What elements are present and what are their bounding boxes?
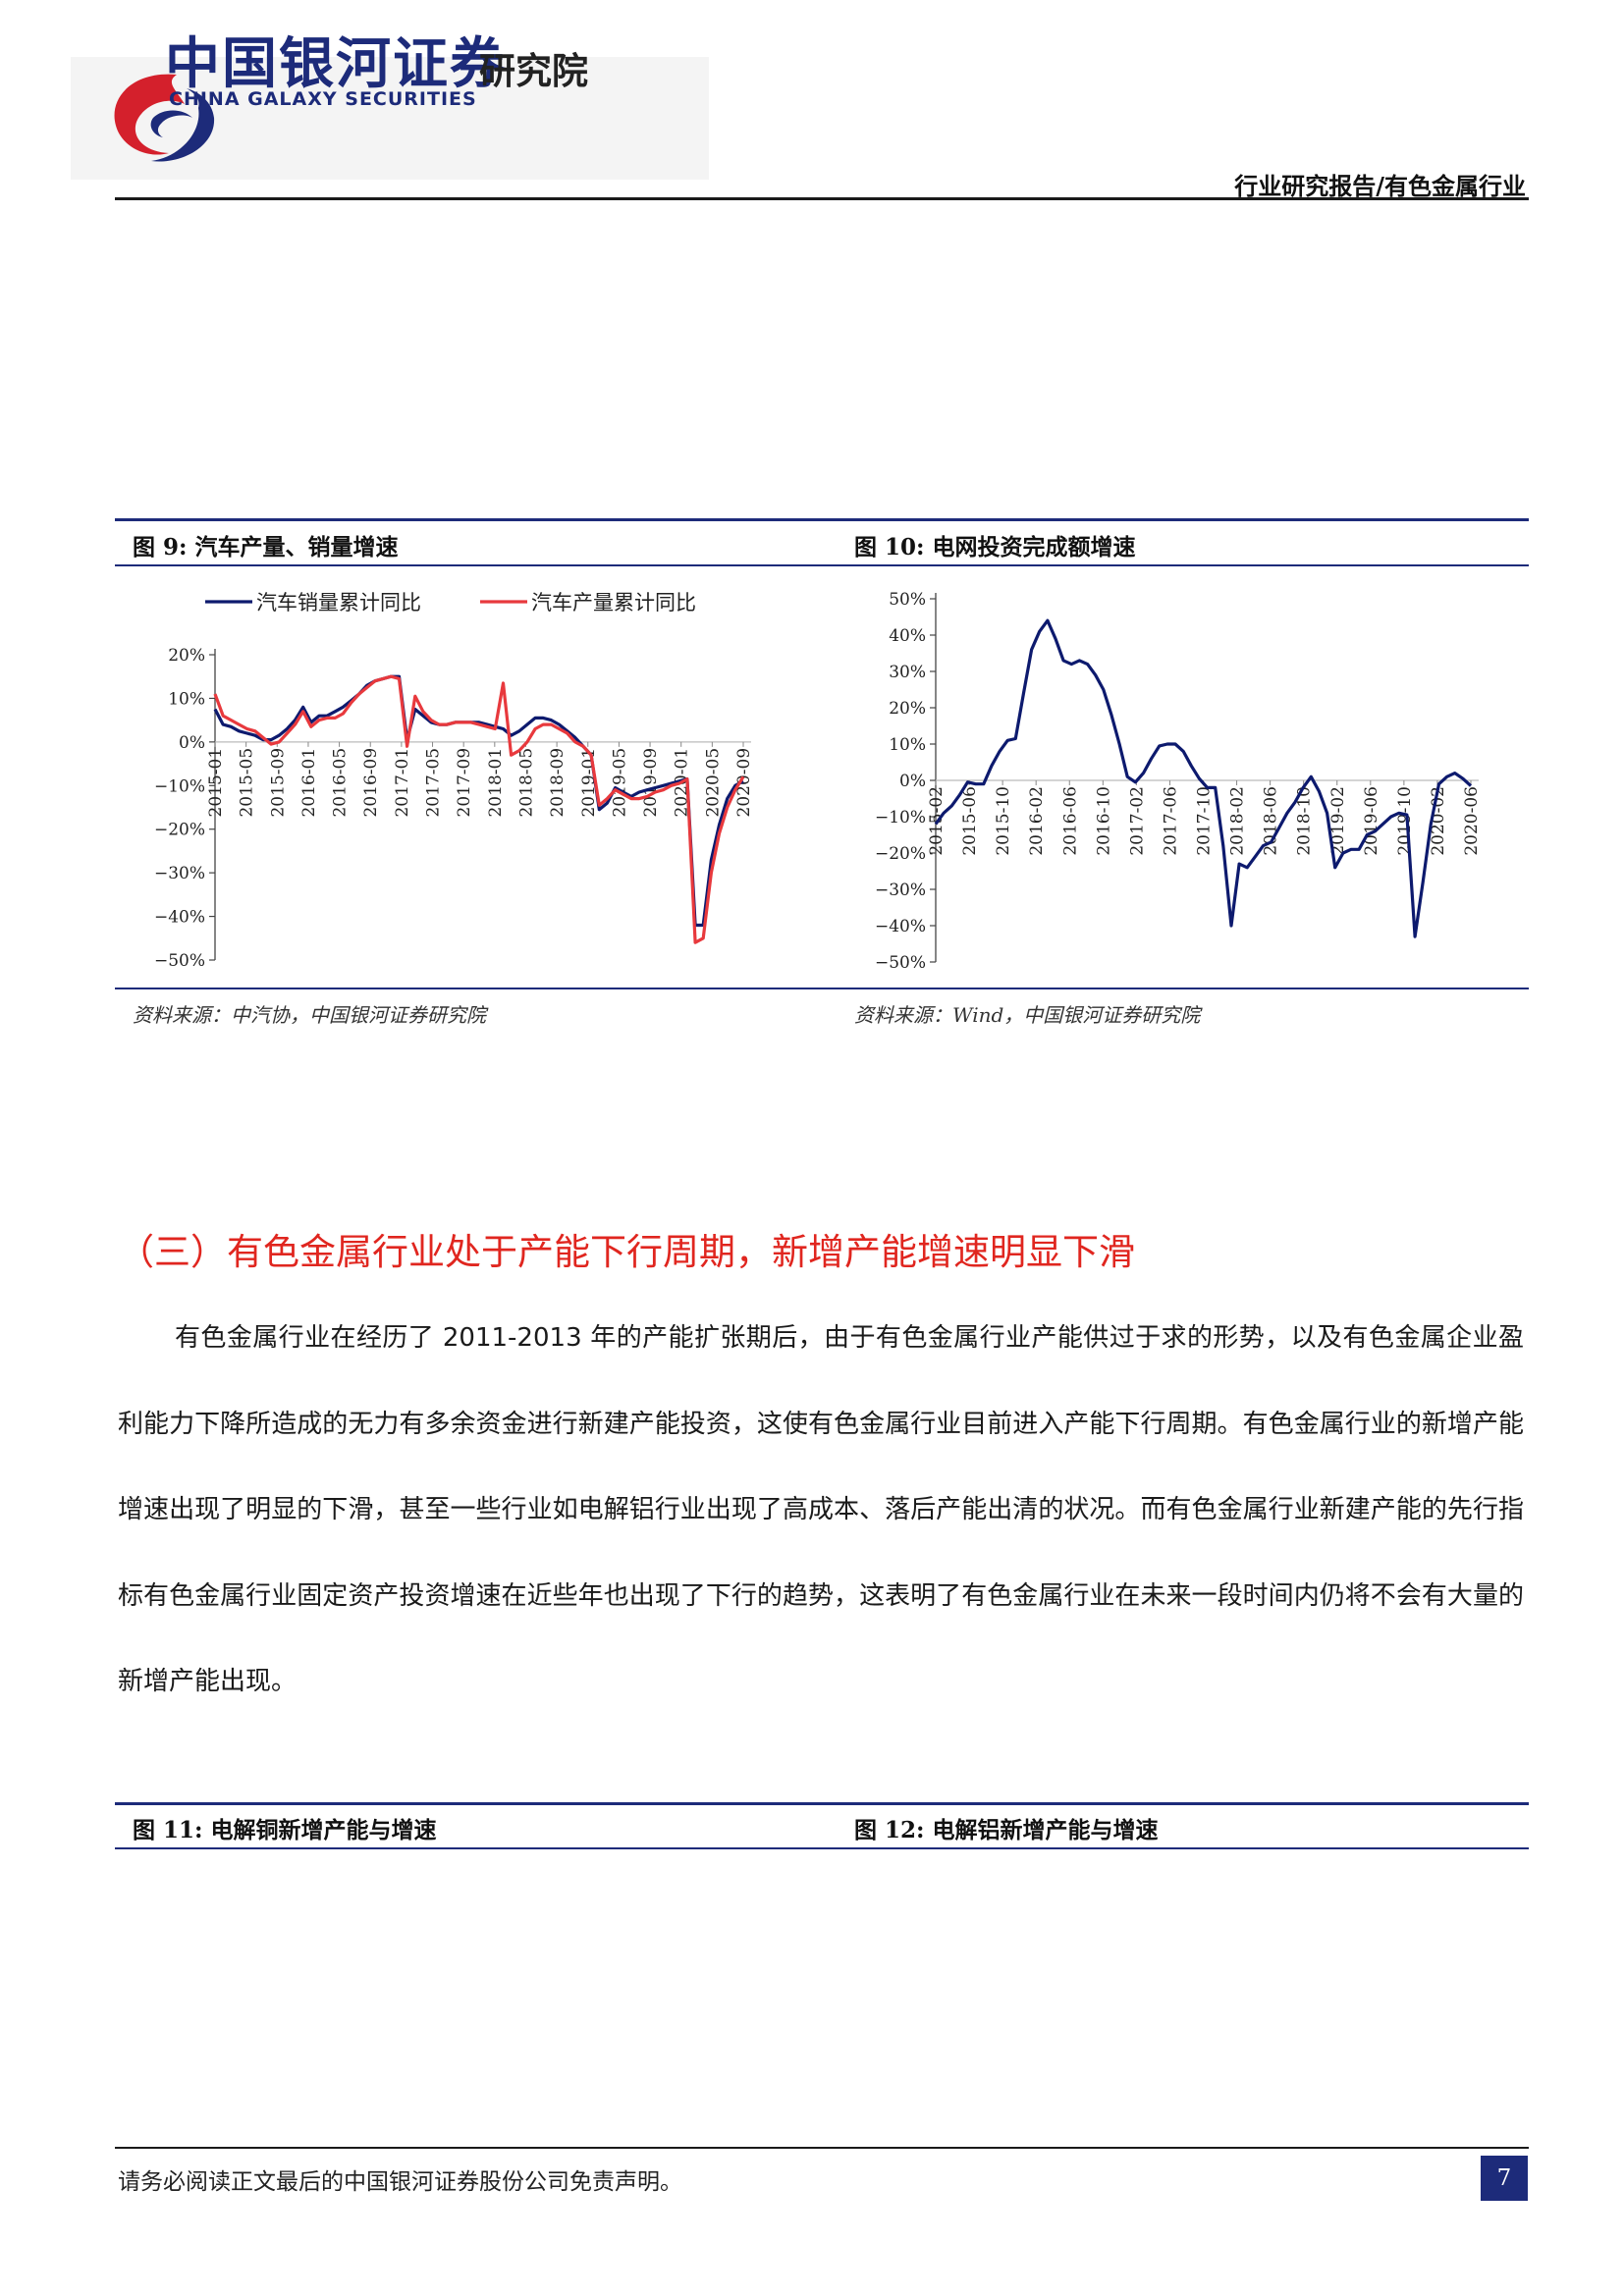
fig10-y-tick-label: 50% (889, 590, 926, 610)
fig10-y-tick-label: 10% (889, 735, 926, 755)
fig10-x-tick-label: 2017-02 (1127, 786, 1147, 856)
fig10-y-tick-label: −10% (875, 808, 926, 828)
fig9-x-tick-label: 2019-05 (610, 748, 629, 818)
fig9-x-tick-label: 2015-05 (238, 748, 257, 818)
fig9-title: 图 9: 汽车产量、销量增速 (133, 534, 399, 561)
fig10-source: 资料来源：Wind，中国银河证券研究院 (854, 1003, 1201, 1027)
institute-label: 研究院 (479, 50, 588, 92)
fig12-title: 图 12: 电解铝新增产能与增速 (854, 1817, 1159, 1843)
fig9-y-tick-label: 0% (179, 733, 205, 753)
fig10-x-tick-label: 2019-10 (1395, 786, 1415, 856)
footer-divider (115, 2147, 1529, 2149)
page-number: 7 (1481, 2156, 1528, 2201)
fig9-y-tick-label: −40% (154, 908, 205, 928)
fig10-x-tick-label: 2018-10 (1295, 786, 1315, 856)
fig10-x-tick-label: 2019-06 (1362, 786, 1381, 856)
galaxy-swoosh-icon (114, 74, 215, 162)
fig9-x-tick-label: 2018-09 (548, 748, 568, 818)
fig10-x-tick-label: 2015-10 (994, 786, 1013, 856)
section-paragraph: 有色金属行业在经历了 2011-2013 年的产能扩张期后，由于有色金属行业产能… (118, 1296, 1524, 1726)
brand-name-en: CHINA GALAXY SECURITIES (169, 88, 477, 110)
fig10-x-tick-label: 2018-02 (1228, 786, 1248, 856)
figure-row-bottom-rule (115, 988, 1529, 989)
fig9-x-tick-label: 2018-01 (486, 748, 506, 818)
fig9-y-tick-label: 10% (168, 689, 205, 709)
fig9-series-line-1 (213, 674, 744, 928)
fig9-x-tick-label: 2018-05 (516, 748, 536, 818)
fig9-x-tick-label: 2020-09 (734, 748, 754, 818)
fig10-x-tick-label: 2015-06 (960, 786, 980, 856)
fig9-x-tick-label: 2016-01 (299, 748, 319, 818)
fig9-legend-label-1: 汽车销量累计同比 (256, 591, 421, 614)
fig10-chart: 50% 40% 30% 20% 10% 0% −10% −20% −30% −40% −50% 201… (875, 590, 1482, 973)
paragraph-text: 有色金属行业在经历了 2011-2013 年的产能扩张期后，由于有色金属行业产能… (118, 1323, 1524, 1696)
fig9-x-tick-label: 2015-01 (206, 748, 226, 818)
fig9-y-tick-label: −50% (154, 951, 205, 971)
fig10-y-tick-label: 20% (889, 699, 926, 719)
fig10-x-tick-label: 2020-06 (1462, 786, 1482, 856)
fig9-x-tick-label: 2016-05 (331, 748, 351, 818)
section-heading: （三）有色金属行业处于产能下行周期，新增产能增速明显下滑 (118, 1231, 1135, 1273)
figure-row-top-rule (115, 518, 1529, 521)
fig9-x-tick-label: 2015-09 (268, 748, 288, 818)
fig10-y-tick-label: 0% (899, 772, 926, 791)
fig10-y-tick-label: −20% (875, 844, 926, 864)
fig10-y-tick-label: −40% (875, 917, 926, 936)
figure-row-title-rule (115, 564, 1529, 566)
fig10-x-tick-label: 2017-10 (1195, 786, 1215, 856)
company-logo (71, 57, 709, 180)
fig10-y-tick-label: −30% (875, 881, 926, 900)
fig10-x-tick-label: 2016-10 (1094, 786, 1113, 856)
fig10-x-tick-label: 2017-06 (1161, 786, 1180, 856)
fig9-x-tick-label: 2016-09 (361, 748, 381, 818)
fig9-y-tick-label: −20% (154, 821, 205, 840)
fig10-y-tick-label: 30% (889, 663, 926, 682)
fig9-y-tick-label: 20% (168, 646, 205, 666)
fig11-title: 图 11: 电解铜新增产能与增速 (133, 1817, 437, 1843)
fig9-x-tick-label: 2020-05 (703, 748, 723, 818)
report-type: 行业研究报告/有色金属行业 (1234, 172, 1526, 200)
fig10-series-line-1 (934, 618, 1473, 938)
fig9-x-tick-label: 2019-09 (641, 748, 661, 818)
fig10-title: 图 10: 电网投资完成额增速 (854, 534, 1136, 561)
figure-row2-title-rule (115, 1847, 1529, 1849)
fig9-legend-label-2: 汽车产量累计同比 (531, 591, 696, 614)
fig9-y-tick-label: −10% (154, 776, 205, 796)
fig9-y-tick-label: −30% (154, 864, 205, 883)
figure-row2-top-rule (115, 1802, 1529, 1805)
fig10-y-tick-label: −50% (875, 953, 926, 973)
fig9-chart: 20% 10% 0% −10% −20% −30% −40% −50% 2015-01 2015-… (154, 591, 754, 971)
fig10-y-tick-label: 40% (889, 626, 926, 646)
fig9-source: 资料来源：中汽协，中国银河证券研究院 (133, 1003, 486, 1027)
fig10-x-tick-label: 2018-06 (1262, 786, 1281, 856)
header-divider (115, 197, 1529, 200)
fig9-x-tick-label: 2017-05 (424, 748, 444, 818)
fig10-x-tick-label: 2016-02 (1027, 786, 1047, 856)
fig9-series-line-2 (213, 674, 745, 944)
footer-disclaimer: 请务必阅读正文最后的中国银河证券股份公司免责声明。 (118, 2169, 682, 2195)
brand-name-cn: 中国银河证券 (165, 32, 507, 96)
fig9-x-tick-label: 2017-09 (455, 748, 474, 818)
fig9-x-tick-label: 2017-01 (393, 748, 412, 818)
fig10-x-tick-label: 2019-02 (1328, 786, 1348, 856)
fig10-x-tick-label: 2016-06 (1060, 786, 1080, 856)
